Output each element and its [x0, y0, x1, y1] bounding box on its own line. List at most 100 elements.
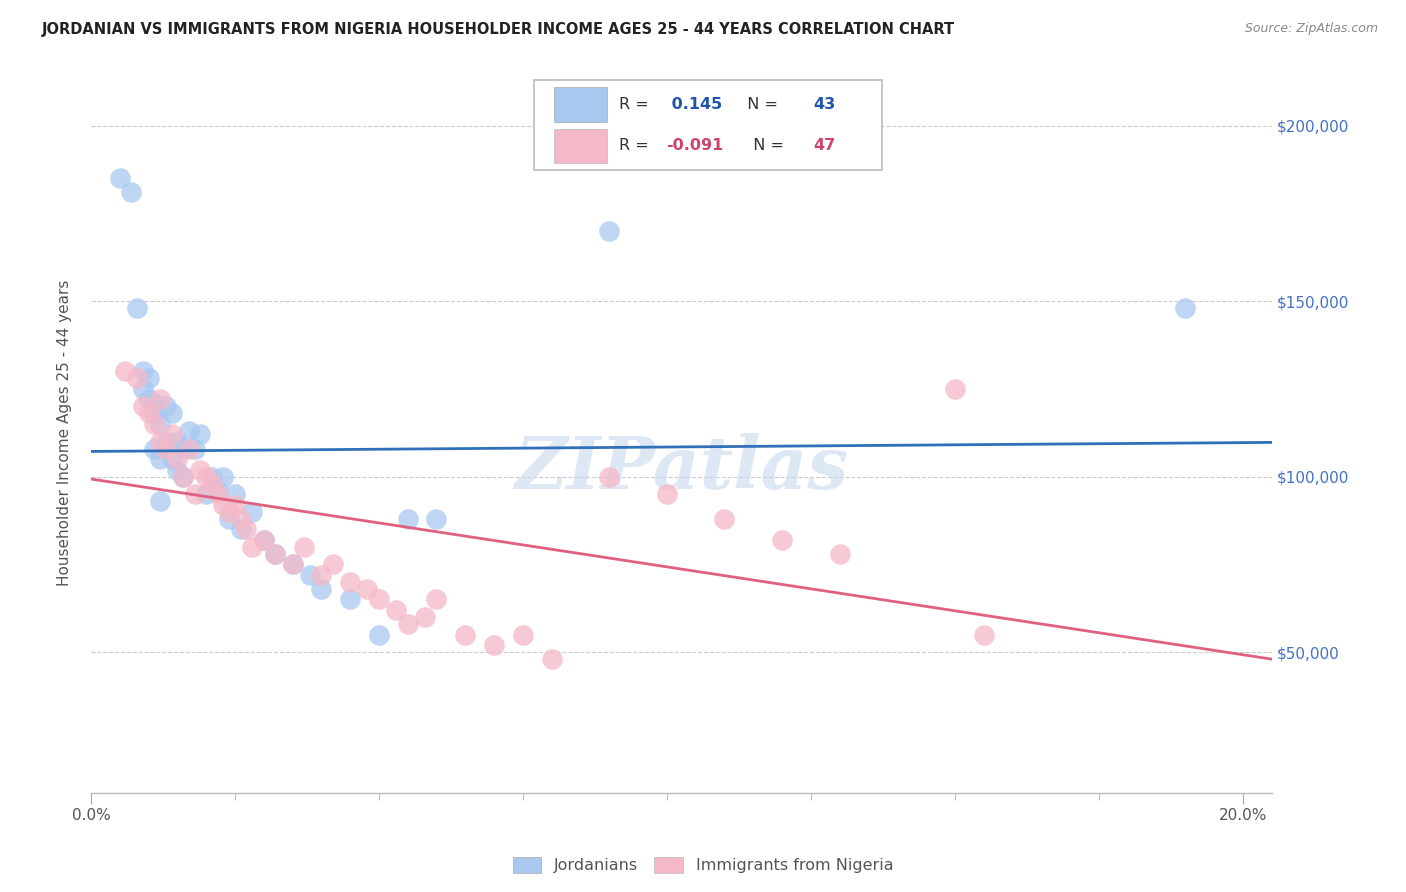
Point	[828, 547, 851, 561]
Text: ZIPatlas: ZIPatlas	[515, 434, 848, 504]
Point	[655, 487, 678, 501]
Point	[482, 638, 505, 652]
Point	[149, 434, 172, 449]
Point	[224, 487, 246, 501]
Y-axis label: Householder Income Ages 25 - 44 years: Householder Income Ages 25 - 44 years	[58, 279, 72, 586]
FancyBboxPatch shape	[534, 80, 882, 170]
Point	[224, 498, 246, 512]
Point	[125, 371, 148, 385]
Point	[143, 406, 166, 420]
Point	[149, 494, 172, 508]
Point	[132, 382, 155, 396]
Point	[598, 224, 620, 238]
Point	[183, 442, 205, 456]
Bar	[554, 87, 607, 121]
Point	[413, 610, 436, 624]
Point	[166, 434, 188, 449]
Point	[138, 392, 160, 407]
Point	[396, 617, 419, 632]
Point	[177, 424, 200, 438]
Point	[973, 627, 995, 641]
Point	[160, 427, 183, 442]
Point	[143, 396, 166, 410]
Point	[367, 592, 389, 607]
Point	[770, 533, 793, 547]
Point	[132, 364, 155, 378]
Text: Source: ZipAtlas.com: Source: ZipAtlas.com	[1244, 22, 1378, 36]
Point	[356, 582, 378, 596]
Point	[292, 540, 315, 554]
Point	[207, 487, 229, 501]
Point	[120, 186, 142, 200]
Point	[281, 558, 304, 572]
Point	[172, 469, 194, 483]
Text: R =: R =	[619, 138, 654, 153]
Point	[339, 574, 361, 589]
Point	[195, 469, 218, 483]
Text: JORDANIAN VS IMMIGRANTS FROM NIGERIA HOUSEHOLDER INCOME AGES 25 - 44 YEARS CORRE: JORDANIAN VS IMMIGRANTS FROM NIGERIA HOU…	[42, 22, 955, 37]
Point	[160, 452, 183, 467]
Point	[177, 442, 200, 456]
Point	[311, 582, 333, 596]
Point	[155, 400, 177, 414]
Point	[713, 512, 735, 526]
Point	[264, 547, 287, 561]
Point	[339, 592, 361, 607]
Point	[183, 487, 205, 501]
Point	[172, 442, 194, 456]
Point	[207, 483, 229, 498]
Point	[425, 592, 447, 607]
Text: 47: 47	[814, 138, 835, 153]
Point	[149, 392, 172, 407]
Text: 0.145: 0.145	[666, 97, 723, 112]
Point	[367, 627, 389, 641]
Point	[201, 469, 224, 483]
Legend: Jordanians, Immigrants from Nigeria: Jordanians, Immigrants from Nigeria	[506, 850, 900, 880]
Point	[166, 462, 188, 476]
Point	[512, 627, 534, 641]
Text: N =: N =	[737, 97, 783, 112]
Text: 43: 43	[814, 97, 835, 112]
Point	[108, 171, 131, 186]
Point	[264, 547, 287, 561]
Point	[425, 512, 447, 526]
Point	[201, 476, 224, 491]
Point	[322, 558, 344, 572]
Point	[598, 469, 620, 483]
Point	[195, 487, 218, 501]
Point	[253, 533, 276, 547]
Point	[385, 603, 408, 617]
Point	[190, 462, 212, 476]
Point	[1174, 301, 1197, 315]
Text: N =: N =	[742, 138, 789, 153]
Point	[540, 652, 562, 666]
Point	[160, 406, 183, 420]
Point	[155, 434, 177, 449]
Point	[311, 568, 333, 582]
Point	[166, 452, 188, 467]
Point	[138, 406, 160, 420]
Point	[172, 469, 194, 483]
Point	[218, 512, 240, 526]
Text: R =: R =	[619, 97, 654, 112]
Point	[190, 427, 212, 442]
Point	[218, 505, 240, 519]
Point	[240, 505, 263, 519]
Point	[125, 301, 148, 315]
Point	[235, 522, 257, 536]
Point	[149, 452, 172, 467]
Point	[138, 371, 160, 385]
Point	[143, 417, 166, 431]
Point	[281, 558, 304, 572]
Point	[454, 627, 477, 641]
Point	[298, 568, 321, 582]
Point	[143, 442, 166, 456]
Point	[212, 498, 235, 512]
Bar	[554, 128, 607, 163]
Point	[149, 417, 172, 431]
Point	[240, 540, 263, 554]
Point	[132, 400, 155, 414]
Point	[396, 512, 419, 526]
Text: -0.091: -0.091	[666, 138, 723, 153]
Point	[155, 442, 177, 456]
